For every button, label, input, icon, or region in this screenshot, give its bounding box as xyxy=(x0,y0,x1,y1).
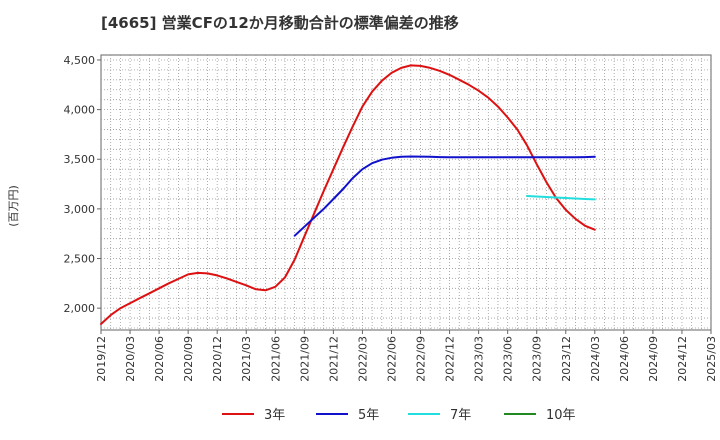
x-tick-label: 2021/12 xyxy=(327,336,340,382)
y-tick-label: 2,000 xyxy=(64,302,96,315)
y-axis-label: (百万円) xyxy=(7,185,20,227)
x-tick-label: 2024/12 xyxy=(676,336,689,382)
x-tick-label: 2023/03 xyxy=(473,336,486,382)
x-tick-label: 2022/03 xyxy=(356,336,369,382)
x-tick-label: 2021/06 xyxy=(269,336,282,382)
x-tick-label: 2022/12 xyxy=(444,336,457,382)
series-line xyxy=(293,155,596,237)
x-tick-label: 2021/03 xyxy=(240,336,253,382)
chart-title: [4665] 営業CFの12か月移動合計の標準偏差の推移 xyxy=(101,14,459,32)
y-tick-label: 2,500 xyxy=(64,253,96,266)
x-tick-label: 2020/09 xyxy=(182,336,195,382)
x-tick-label: 2022/06 xyxy=(385,336,398,382)
x-axis: 2019/12 2020/03 2020/06 2020/09 2020/12 2021/… xyxy=(95,330,718,382)
plot-frame xyxy=(100,54,712,331)
x-tick-label: 2020/03 xyxy=(124,336,137,382)
x-tick-label: 2019/12 xyxy=(95,336,108,382)
x-tick-label: 2023/06 xyxy=(502,336,515,382)
legend-label: 3年 xyxy=(264,408,285,423)
y-tick-label: 3,000 xyxy=(64,203,96,216)
y-tick-label: 4,500 xyxy=(64,54,96,67)
y-axis: 2,000 2,500 3,000 3,500 4,000 4,500 xyxy=(64,54,101,315)
legend-label: 7年 xyxy=(450,408,471,423)
x-tick-label: 2024/06 xyxy=(618,336,631,382)
x-tick-label: 2024/09 xyxy=(647,336,660,382)
x-tick-label: 2023/09 xyxy=(531,336,544,382)
x-tick-label: 2020/06 xyxy=(153,336,166,382)
x-tick-label: 2024/03 xyxy=(589,336,602,382)
x-tick-label: 2022/09 xyxy=(415,336,428,382)
x-tick-label: 2021/09 xyxy=(298,336,311,382)
series-line xyxy=(100,64,596,325)
x-tick-label: 2023/12 xyxy=(560,336,573,382)
x-tick-label: 2025/03 xyxy=(705,336,718,382)
plot-area xyxy=(100,54,712,331)
series-lines xyxy=(100,64,596,325)
grid xyxy=(101,55,711,330)
legend-label: 10年 xyxy=(546,408,576,423)
series-line xyxy=(526,195,596,201)
legend-label: 5年 xyxy=(358,408,379,423)
legend: 3年 5年 7年 10年 xyxy=(222,408,576,423)
x-tick-label: 2020/12 xyxy=(211,336,224,382)
y-tick-label: 3,500 xyxy=(64,153,96,166)
y-tick-label: 4,000 xyxy=(64,104,96,117)
